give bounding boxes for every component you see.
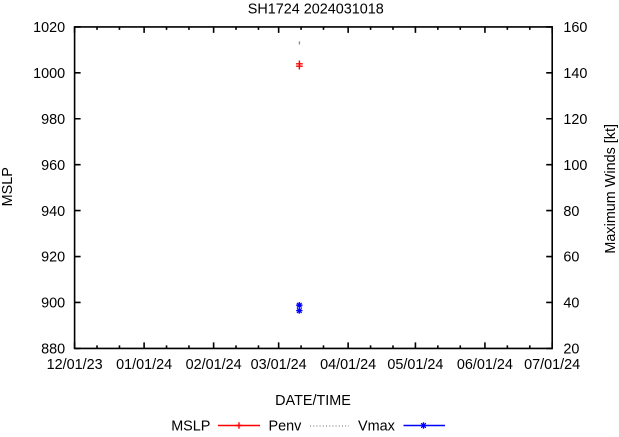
svg-text:900: 900 (41, 296, 65, 312)
svg-text:01/01/24: 01/01/24 (116, 357, 172, 373)
svg-text:1020: 1020 (33, 20, 65, 36)
svg-text:05/01/24: 05/01/24 (387, 357, 443, 373)
svg-text:100: 100 (563, 158, 587, 174)
svg-text:SH1724 2024031018: SH1724 2024031018 (248, 1, 384, 17)
svg-text:Penv: Penv (269, 419, 303, 432)
svg-text:Maximum Winds [kt]: Maximum Winds [kt] (603, 124, 619, 254)
svg-text:140: 140 (563, 66, 587, 82)
svg-text:06/01/24: 06/01/24 (457, 357, 513, 373)
svg-text:02/01/24: 02/01/24 (186, 357, 242, 373)
svg-text:120: 120 (563, 112, 587, 128)
svg-text:04/01/24: 04/01/24 (320, 357, 376, 373)
svg-text:160: 160 (563, 20, 587, 36)
svg-text:Vmax: Vmax (358, 419, 396, 432)
svg-text:12/01/23: 12/01/23 (47, 357, 103, 373)
svg-text:80: 80 (563, 204, 579, 220)
svg-text:60: 60 (563, 250, 579, 266)
svg-text:07/01/24: 07/01/24 (524, 357, 580, 373)
svg-text:880: 880 (41, 342, 65, 358)
svg-text:40: 40 (563, 296, 579, 312)
svg-text:1000: 1000 (33, 66, 65, 82)
svg-text:03/01/24: 03/01/24 (251, 357, 307, 373)
svg-text:940: 940 (41, 204, 65, 220)
svg-text:20: 20 (563, 342, 579, 358)
svg-text:MSLP: MSLP (0, 167, 16, 206)
svg-text:980: 980 (41, 112, 65, 128)
svg-text:DATE/TIME: DATE/TIME (275, 393, 351, 409)
svg-text:MSLP: MSLP (171, 419, 210, 432)
svg-text:960: 960 (41, 158, 65, 174)
svg-text:920: 920 (41, 250, 65, 266)
